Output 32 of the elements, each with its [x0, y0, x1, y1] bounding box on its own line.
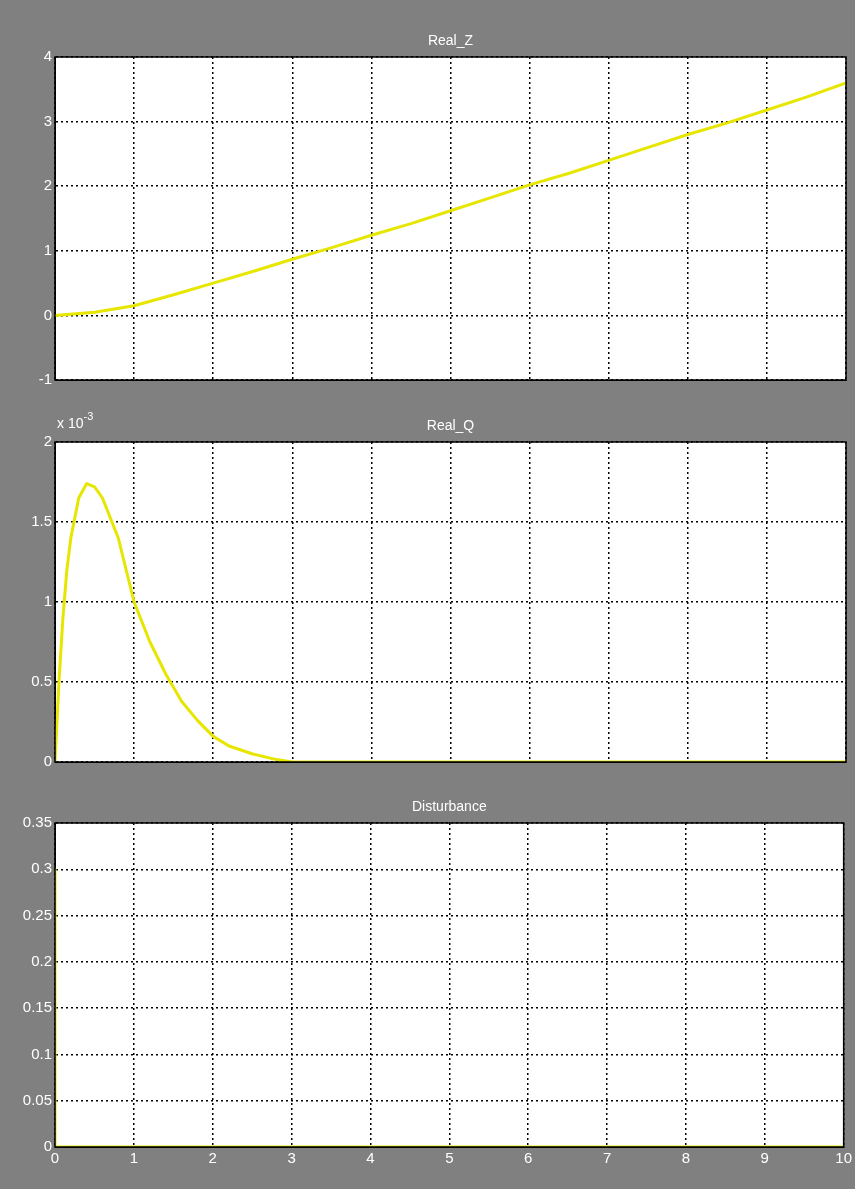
x-tick-label: 2 — [208, 1149, 217, 1167]
y-tick-label: 0.2 — [31, 952, 52, 969]
x-tick-label: 10 — [835, 1149, 852, 1167]
y-tick-label: 0.1 — [31, 1044, 52, 1062]
y-tick-label: 0.25 — [22, 905, 52, 923]
y-tick-label: 3 — [43, 111, 52, 129]
x-tick-label: 5 — [445, 1149, 454, 1167]
y-tick-label: 1 — [43, 592, 52, 610]
y-tick-label: 0.3 — [31, 859, 52, 877]
chart-title: Real_Z — [427, 32, 474, 48]
y-tick-label: 0 — [43, 305, 52, 323]
x-tick-label: 8 — [681, 1149, 691, 1167]
x-tick-label: 6 — [524, 1149, 533, 1167]
x-tick-label: 4 — [366, 1149, 375, 1167]
x-tick-label: 9 — [760, 1149, 769, 1167]
y-tick-label: 1.5 — [31, 512, 52, 530]
y-tick-label: 2 — [43, 176, 52, 194]
y-tick-label: 0.15 — [22, 998, 52, 1016]
y-tick-label: 0.35 — [22, 813, 52, 831]
y-tick-label: 1 — [43, 240, 52, 258]
y-tick-label: 0 — [43, 752, 52, 770]
y-tick-label: 2 — [43, 432, 52, 450]
x-tick-label: 7 — [602, 1149, 612, 1167]
chart-title: Real_Q — [426, 417, 475, 433]
y-tick-label: 4 — [43, 47, 52, 65]
y-tick-label: -1 — [38, 370, 52, 388]
y-tick-label: 0 — [43, 1137, 52, 1155]
y-tick-label: 0.05 — [22, 1090, 52, 1108]
x-tick-label: 1 — [129, 1149, 139, 1167]
y-tick-label: 0.5 — [31, 672, 52, 690]
x-tick-label: 3 — [287, 1149, 296, 1167]
chart-title: Disturbance — [411, 798, 487, 814]
